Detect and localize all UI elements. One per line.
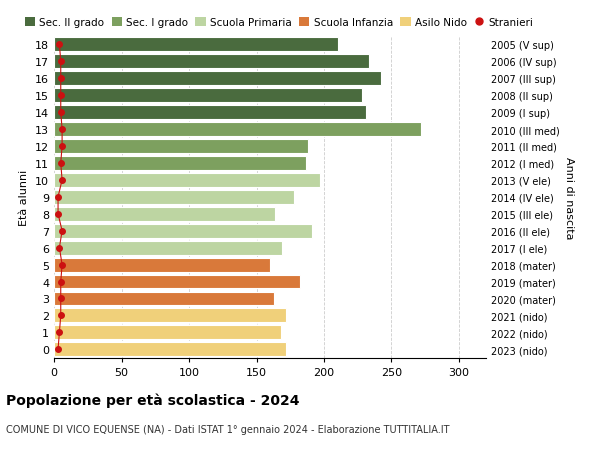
Bar <box>54 38 337 52</box>
Text: Popolazione per età scolastica - 2024: Popolazione per età scolastica - 2024 <box>6 392 299 407</box>
Bar <box>54 241 282 255</box>
Bar <box>54 72 381 86</box>
Legend: Sec. II grado, Sec. I grado, Scuola Primaria, Scuola Infanzia, Asilo Nido, Stran: Sec. II grado, Sec. I grado, Scuola Prim… <box>25 18 533 28</box>
Bar <box>54 123 421 137</box>
Bar <box>54 275 300 289</box>
Bar <box>54 207 275 221</box>
Bar <box>54 342 286 357</box>
Text: COMUNE DI VICO EQUENSE (NA) - Dati ISTAT 1° gennaio 2024 - Elaborazione TUTTITAL: COMUNE DI VICO EQUENSE (NA) - Dati ISTAT… <box>6 425 449 435</box>
Bar <box>54 292 274 306</box>
Bar <box>54 157 307 170</box>
Bar <box>54 309 286 323</box>
Bar <box>54 258 270 272</box>
Bar <box>54 106 366 120</box>
Bar <box>54 89 362 103</box>
Bar <box>54 55 368 69</box>
Bar <box>54 190 295 204</box>
Bar <box>54 174 320 187</box>
Bar <box>54 140 308 154</box>
Y-axis label: Anni di nascita: Anni di nascita <box>563 156 574 239</box>
Y-axis label: Età alunni: Età alunni <box>19 169 29 225</box>
Bar <box>54 224 312 238</box>
Bar <box>54 326 281 340</box>
